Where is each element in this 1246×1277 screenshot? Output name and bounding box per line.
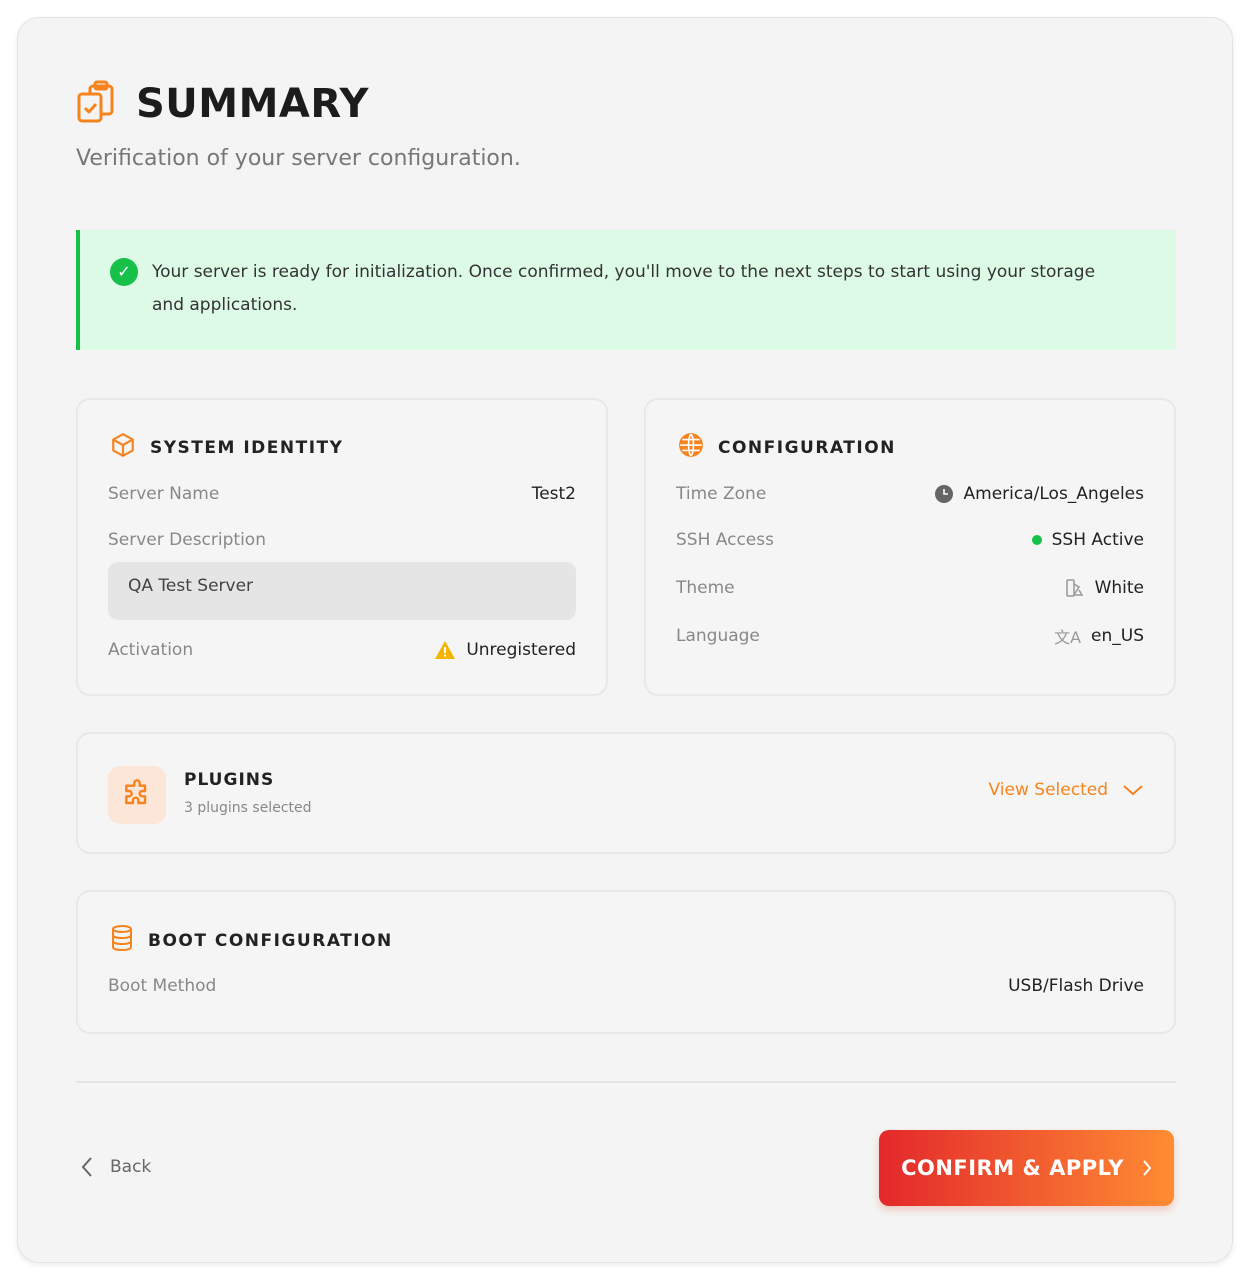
- label: Boot Method: [108, 976, 217, 996]
- globe-icon: [678, 432, 704, 463]
- boot-configuration-panel: BOOT CONFIGURATION Boot Method USB/Flash …: [76, 890, 1176, 1034]
- timezone-row: Time Zone America/Los_Angeles: [676, 484, 1144, 504]
- check-circle-icon: ✓: [110, 258, 138, 286]
- confirm-label: CONFIRM & APPLY: [901, 1156, 1124, 1180]
- language-value: en_US: [1091, 626, 1144, 646]
- activation-value: Unregistered: [466, 640, 576, 660]
- panel-title: CONFIGURATION: [718, 437, 896, 458]
- panel-title: SYSTEM IDENTITY: [150, 437, 344, 458]
- boot-method-value: USB/Flash Drive: [1008, 976, 1144, 996]
- plugins-panel: PLUGINS 3 plugins selected View Selected: [76, 732, 1176, 854]
- back-button[interactable]: Back: [80, 1156, 151, 1178]
- confirm-apply-button[interactable]: CONFIRM & APPLY: [879, 1130, 1174, 1206]
- database-icon: [110, 924, 134, 957]
- theme-row: Theme White: [676, 578, 1144, 598]
- plugins-count: 3 plugins selected: [184, 800, 312, 816]
- clipboard-check-icon: [76, 80, 116, 128]
- server-name-value: Test2: [531, 484, 576, 504]
- label: Theme: [676, 578, 735, 598]
- divider: [76, 1081, 1176, 1083]
- clock-icon: [934, 485, 953, 503]
- label: Server Description: [108, 530, 266, 550]
- theme-icon: [1065, 579, 1083, 597]
- system-identity-panel: SYSTEM IDENTITY Server Name Test2 Server …: [76, 398, 608, 696]
- description-label-row: Server Description: [108, 530, 576, 550]
- label: Server Name: [108, 484, 220, 504]
- label: Activation: [108, 640, 194, 660]
- chevron-right-icon: [1143, 1160, 1152, 1176]
- translate-icon: 文A: [1054, 628, 1082, 647]
- label: Language: [676, 626, 760, 646]
- timezone-value: America/Los_Angeles: [963, 484, 1144, 504]
- label: Time Zone: [676, 484, 767, 504]
- server-description-field: QA Test Server: [108, 562, 576, 620]
- theme-value: White: [1094, 578, 1144, 598]
- back-label: Back: [110, 1157, 152, 1177]
- boot-method-row: Boot Method USB/Flash Drive: [108, 976, 1144, 996]
- cube-icon: [110, 432, 136, 463]
- server-name-row: Server Name Test2: [108, 484, 576, 504]
- page-subtitle: Verification of your server configuratio…: [76, 146, 521, 171]
- ssh-value: SSH Active: [1051, 530, 1144, 550]
- alert-text: Your server is ready for initialization.…: [152, 262, 1096, 315]
- page-title: SUMMARY: [136, 81, 369, 127]
- plugins-title: PLUGINS: [184, 770, 275, 790]
- summary-card: SUMMARY Verification of your server conf…: [17, 17, 1233, 1263]
- activation-row: Activation Unregistered: [108, 640, 576, 660]
- header: SUMMARY: [76, 80, 369, 128]
- warning-icon: [435, 641, 456, 659]
- status-dot-icon: [1031, 535, 1042, 545]
- puzzle-icon: [108, 766, 166, 824]
- configuration-panel: CONFIGURATION Time Zone America/Los_Angel…: [644, 398, 1176, 696]
- label: SSH Access: [676, 530, 774, 550]
- chevron-left-icon: [81, 1157, 92, 1177]
- language-row: Language 文A en_US: [676, 624, 1144, 648]
- view-selected-button[interactable]: View Selected: [989, 780, 1144, 800]
- ssh-row: SSH Access SSH Active: [676, 530, 1144, 550]
- chevron-down-icon: [1123, 785, 1143, 796]
- ready-alert: ✓ Your server is ready for initializatio…: [76, 230, 1176, 350]
- view-selected-label: View Selected: [988, 780, 1108, 800]
- panel-title: BOOT CONFIGURATION: [148, 930, 393, 951]
